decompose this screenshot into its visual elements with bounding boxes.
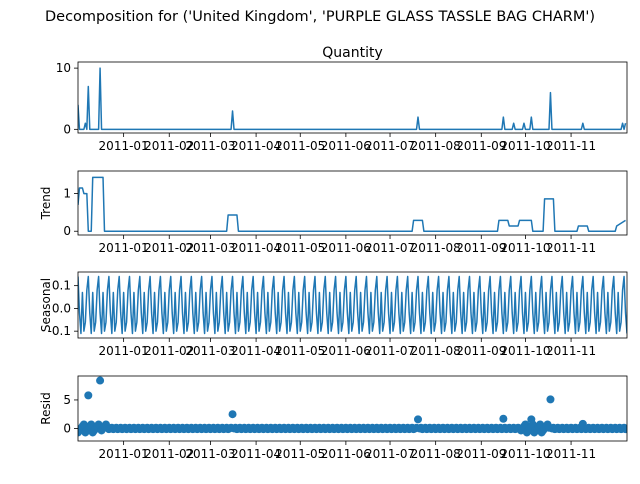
- y-tick-label-trend: 0: [63, 224, 71, 238]
- series-line-trend: [78, 176, 626, 232]
- y-axis-label-seasonal: Seasonal: [39, 278, 53, 332]
- panel-trend: Trend012011-012011-022011-032011-042011-…: [39, 170, 628, 255]
- x-tick-label-seasonal: 2011-03: [185, 344, 235, 358]
- x-tick-label-resid: 2011-06: [321, 447, 371, 461]
- x-tick-label-resid: 2011-05: [275, 447, 325, 461]
- plot-area-resid: [78, 376, 627, 437]
- x-tick-label-resid: 2011-04: [231, 447, 281, 461]
- resid-point: [228, 410, 237, 419]
- x-tick-label-seasonal: 2011-01: [99, 344, 149, 358]
- x-tick-label-observed: 2011-04: [231, 139, 281, 153]
- x-tick-label-trend: 2011-06: [321, 241, 371, 255]
- x-tick-label-observed: 2011-11: [546, 139, 596, 153]
- resid-point: [623, 424, 627, 433]
- y-tick-label-resid: 5: [63, 393, 71, 407]
- y-tick-label-observed: 10: [56, 61, 71, 75]
- y-tick-label-trend: 1: [63, 187, 71, 201]
- resid-point: [414, 415, 422, 424]
- plot-area-seasonal: [78, 275, 627, 335]
- x-tick-label-seasonal: 2011-11: [546, 344, 596, 358]
- x-tick-label-observed: 2011-07: [365, 139, 415, 153]
- x-tick-label-trend: 2011-08: [411, 241, 461, 255]
- series-line-seasonal: [78, 275, 627, 335]
- x-tick-label-seasonal: 2011-04: [231, 344, 281, 358]
- y-tick-label-seasonal: 0.0: [52, 301, 71, 315]
- x-tick-label-trend: 2011-07: [365, 241, 415, 255]
- x-tick-label-observed: 2011-06: [321, 139, 371, 153]
- x-tick-label-trend: 2011-11: [546, 241, 596, 255]
- x-tick-label-resid: 2011-07: [365, 447, 415, 461]
- y-tick-label-observed: 0: [63, 122, 71, 136]
- x-tick-label-trend: 2011-04: [231, 241, 281, 255]
- x-tick-label-trend: 2011-01: [99, 241, 149, 255]
- y-tick-label-seasonal: 0.1: [52, 279, 71, 293]
- y-axis-label-resid: Resid: [39, 392, 53, 424]
- y-tick-label-seasonal: -0.1: [48, 324, 71, 338]
- x-tick-label-seasonal: 2011-09: [456, 344, 506, 358]
- x-tick-label-trend: 2011-05: [275, 241, 325, 255]
- y-axis-label-trend: Trend: [39, 187, 53, 221]
- panel-observed: Quantity0102011-012011-022011-032011-042…: [56, 45, 628, 153]
- x-tick-label-observed: 2011-05: [275, 139, 325, 153]
- x-tick-label-seasonal: 2011-08: [411, 344, 461, 358]
- x-tick-label-observed: 2011-01: [99, 139, 149, 153]
- x-tick-label-resid: 2011-03: [185, 447, 235, 461]
- plot-area-observed: [78, 67, 627, 131]
- figure-title: Decomposition for ('United Kingdom', 'PU…: [45, 9, 595, 25]
- x-tick-label-seasonal: 2011-02: [144, 344, 194, 358]
- x-tick-label-observed: 2011-08: [411, 139, 461, 153]
- x-tick-label-observed: 2011-10: [500, 139, 550, 153]
- x-tick-label-observed: 2011-09: [456, 139, 506, 153]
- x-tick-label-seasonal: 2011-07: [365, 344, 415, 358]
- x-tick-label-resid: 2011-08: [411, 447, 461, 461]
- x-tick-label-observed: 2011-02: [144, 139, 194, 153]
- x-tick-label-resid: 2011-09: [456, 447, 506, 461]
- resid-point: [499, 414, 508, 423]
- x-tick-label-resid: 2011-10: [500, 447, 550, 461]
- axes-frame-observed: [77, 61, 628, 134]
- panel-resid: Resid052011-012011-022011-032011-042011-…: [39, 375, 628, 461]
- x-tick-label-resid: 2011-01: [99, 447, 149, 461]
- panel-seasonal: Seasonal-0.10.00.12011-012011-022011-032…: [39, 271, 628, 358]
- x-tick-label-seasonal: 2011-06: [321, 344, 371, 358]
- resid-point: [96, 376, 105, 385]
- axes-frame-resid: [77, 375, 628, 442]
- x-tick-label-trend: 2011-02: [144, 241, 194, 255]
- resid-point: [546, 395, 555, 404]
- y-tick-label-resid: 0: [63, 421, 71, 435]
- x-tick-label-seasonal: 2011-10: [500, 344, 550, 358]
- axes-frame-seasonal: [77, 271, 628, 339]
- x-tick-label-resid: 2011-02: [144, 447, 194, 461]
- x-tick-label-resid: 2011-11: [546, 447, 596, 461]
- series-line-observed: [78, 67, 627, 131]
- x-tick-label-trend: 2011-03: [185, 241, 235, 255]
- axes-frame-trend: [77, 170, 628, 236]
- x-tick-label-trend: 2011-09: [456, 241, 506, 255]
- x-tick-label-observed: 2011-03: [185, 139, 235, 153]
- x-tick-label-trend: 2011-10: [500, 241, 550, 255]
- plot-area-trend: [78, 176, 626, 232]
- resid-point: [84, 391, 93, 400]
- x-tick-label-seasonal: 2011-05: [275, 344, 325, 358]
- panel-title-observed: Quantity: [322, 45, 383, 61]
